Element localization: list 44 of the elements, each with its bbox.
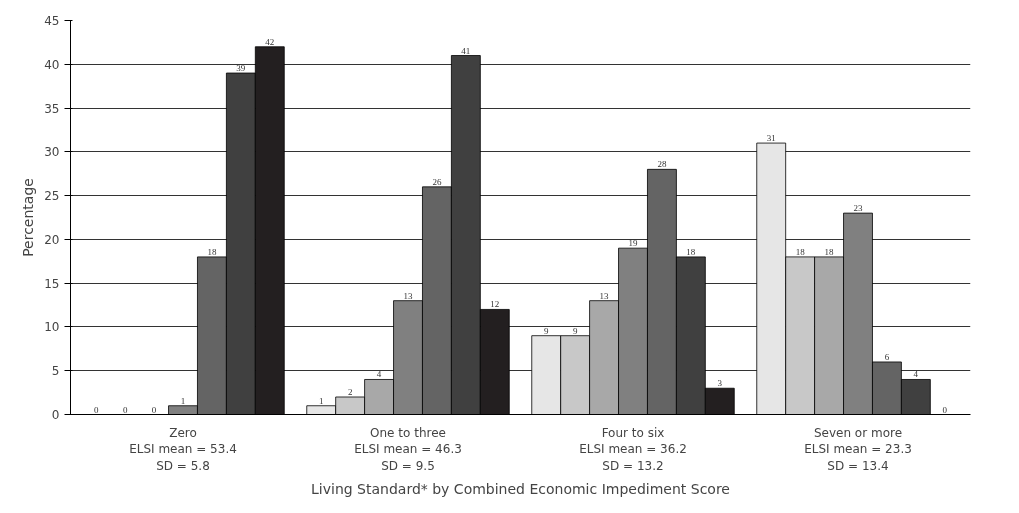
data-label: 26 xyxy=(432,176,442,187)
data-label: 9 xyxy=(572,325,578,336)
data-label: 9 xyxy=(543,325,549,336)
data-label: 18 xyxy=(686,246,696,257)
y-tick-label: 20 xyxy=(44,232,60,247)
x-tick-label: Zero ELSI mean = 53.4 SD = 5.8 xyxy=(129,425,237,474)
data-label: 6 xyxy=(884,351,890,362)
data-label: 2 xyxy=(347,386,353,397)
y-tick-label: 25 xyxy=(44,189,60,204)
data-label: 18 xyxy=(824,246,835,257)
data-label: 28 xyxy=(657,159,667,170)
x-tick-label: One to three ELSI mean = 46.3 SD = 9.5 xyxy=(354,425,462,474)
data-label: 42 xyxy=(265,36,275,47)
y-tick-label: 5 xyxy=(51,364,60,379)
data-label: 18 xyxy=(795,246,806,257)
data-label: 4 xyxy=(376,369,382,380)
x-tick-label: Seven or more ELSI mean = 23.3 SD = 13.4 xyxy=(804,425,912,474)
data-label: 39 xyxy=(236,63,246,74)
data-label: 1 xyxy=(318,395,324,406)
x-tick-label: Four to six ELSI mean = 36.2 SD = 13.2 xyxy=(579,425,687,474)
y-tick-label: 15 xyxy=(44,276,60,291)
y-tick-label: 10 xyxy=(44,320,60,335)
data-label: 13 xyxy=(599,290,610,301)
data-label: 41 xyxy=(461,45,471,56)
y-axis-title: Percentage xyxy=(20,178,37,257)
data-label: 0 xyxy=(151,404,157,415)
data-label: 3 xyxy=(717,378,723,389)
y-tick-label: 35 xyxy=(44,101,60,116)
data-label: 0 xyxy=(942,404,948,415)
data-label: 31 xyxy=(766,133,776,144)
x-axis-title: Living Standard* by Combined Economic Impediment Score xyxy=(311,481,730,498)
y-tick-label: 45 xyxy=(44,14,60,28)
y-tick-label: 0 xyxy=(51,408,60,422)
data-label: 19 xyxy=(628,238,638,249)
data-label: 4 xyxy=(913,369,919,380)
data-label: 18 xyxy=(207,246,217,257)
data-label: 23 xyxy=(853,203,863,214)
y-tick-label: 40 xyxy=(44,57,60,72)
y-tick-label: 30 xyxy=(44,145,60,160)
data-label: 1 xyxy=(180,395,186,406)
data-label: 12 xyxy=(490,299,500,310)
data-label: 13 xyxy=(403,290,413,301)
data-label: 0 xyxy=(122,404,128,415)
data-label: 0 xyxy=(93,404,99,415)
